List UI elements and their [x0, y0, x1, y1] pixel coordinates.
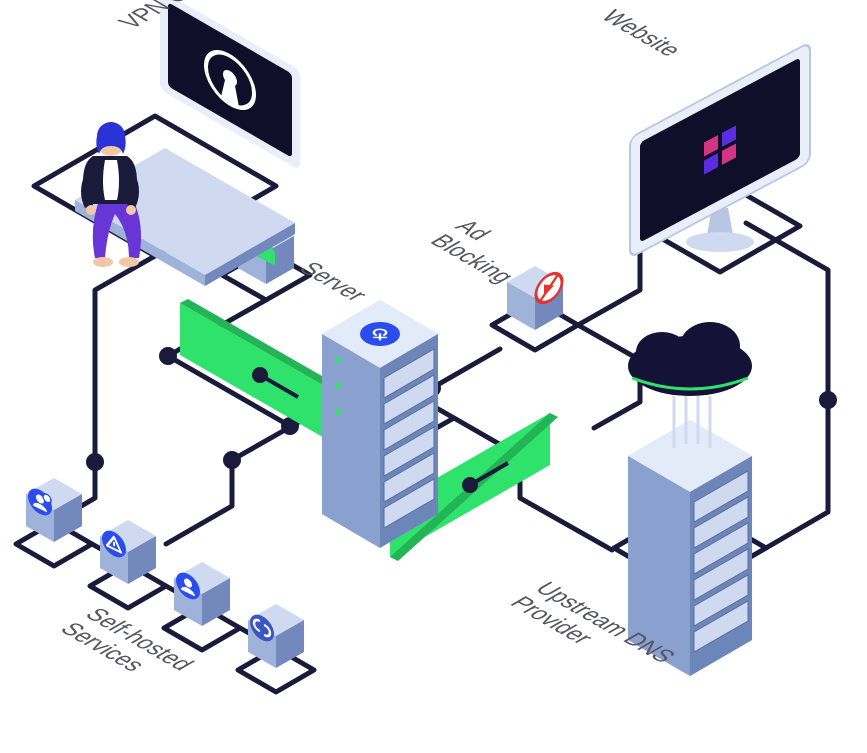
vpn-laptop	[75, 0, 300, 286]
upstream-server	[628, 322, 752, 676]
server-rack	[322, 300, 438, 548]
adblock-cube	[507, 266, 563, 330]
website-monitor	[630, 42, 810, 258]
selfhost-cubes	[26, 478, 304, 668]
diagram-svg	[0, 0, 867, 753]
network-diagram: VPN Client Website Server Ad Blocking Up…	[0, 0, 867, 753]
user-figure	[81, 122, 141, 267]
